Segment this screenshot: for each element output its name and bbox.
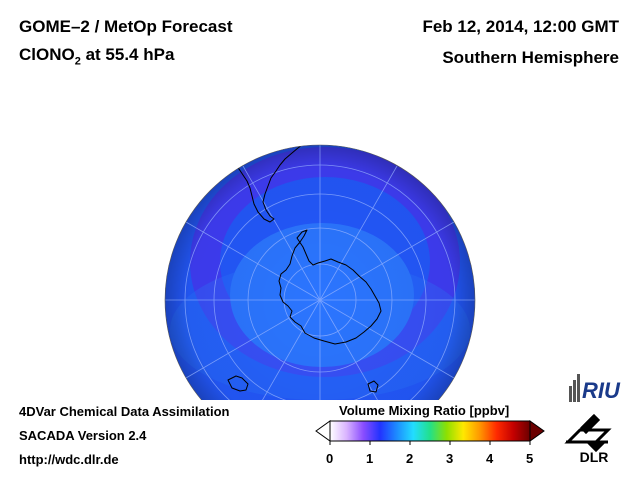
riu-logo-bar	[577, 374, 580, 402]
africa-coastline	[227, 375, 249, 392]
riu-logo-bar	[573, 380, 576, 402]
colorbar-tick-marks	[329, 441, 531, 445]
dlr-logo-text: DLR	[580, 449, 609, 464]
colorbar-gradient	[329, 420, 531, 442]
meridian	[185, 299, 321, 379]
antarctica-coastline	[278, 229, 382, 345]
colorbar-tick-label: 0	[326, 451, 334, 466]
species-subscript: 2	[74, 55, 81, 68]
riu-logo-bar	[569, 386, 572, 402]
new-zealand-coastline	[469, 239, 475, 256]
colorbar-tick-label: 4	[486, 451, 494, 466]
colorbar-tick-label: 5	[526, 451, 534, 466]
colorbar-tick-label: 3	[446, 451, 454, 466]
forecast-datetime: Feb 12, 2014, 12:00 GMT	[422, 17, 619, 36]
map-title: GOME–2 / MetOp Forecast	[19, 17, 233, 36]
meridian	[242, 299, 321, 400]
riu-logo-text: RIU	[582, 378, 621, 403]
colorbar-min-arrow	[315, 420, 331, 442]
assimilation-label: 4DVar Chemical Data Assimilation	[19, 404, 230, 419]
colorbar-title: Volume Mixing Ratio [ppbv]	[339, 403, 510, 418]
species-name: ClONO	[19, 45, 75, 64]
meridian	[319, 221, 455, 301]
madagascar-coastline	[367, 380, 379, 393]
globe-map	[164, 144, 476, 400]
version-label: SACADA Version 2.4	[19, 428, 147, 443]
graticule	[165, 145, 475, 400]
meridian	[242, 165, 321, 301]
hemisphere-label: Southern Hemisphere	[442, 48, 619, 67]
colorbar	[315, 420, 545, 445]
species-label: ClONO2 at 55.4 hPa	[19, 45, 174, 67]
meridian	[319, 299, 398, 400]
meridian	[185, 221, 321, 301]
colorbar-max-arrow	[529, 420, 545, 442]
riu-logo: RIU	[569, 374, 621, 403]
colorbar-tick-label: 1	[366, 451, 374, 466]
australia-coastline	[441, 162, 472, 203]
colorbar-tick-label: 2	[406, 451, 414, 466]
species-pressure: at 55.4 hPa	[80, 45, 175, 64]
meridian	[319, 165, 398, 301]
dlr-logo: DLR	[564, 413, 612, 464]
website-link[interactable]: http://wdc.dlr.de	[19, 452, 119, 467]
globe-outline	[164, 144, 476, 400]
dlr-logo-mark	[564, 413, 612, 453]
south-america-coastline	[215, 145, 331, 223]
meridian	[319, 299, 455, 379]
